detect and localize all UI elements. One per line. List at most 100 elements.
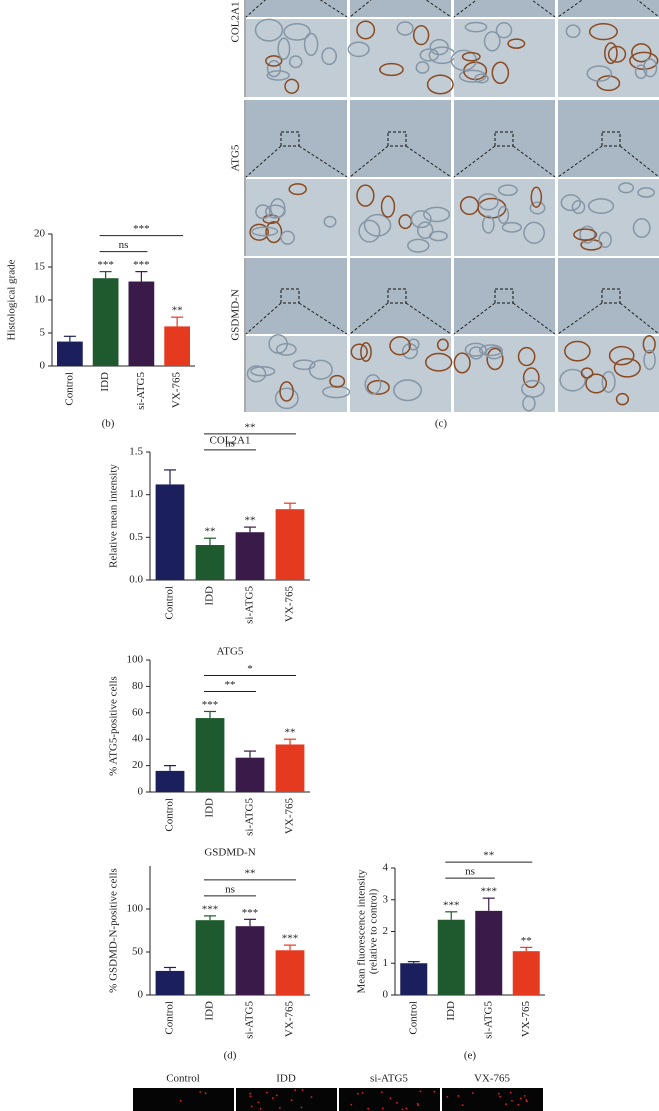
micrograph-zoom [246, 336, 347, 412]
y-axis-label: (relative to control) [368, 888, 380, 974]
cell [632, 218, 651, 238]
signal [419, 1090, 422, 1093]
signal [250, 1105, 253, 1108]
cell [571, 200, 586, 215]
row-label: COL2A1 [230, 2, 242, 43]
x-tick-label: VX-765 [284, 586, 296, 623]
signal [523, 1094, 526, 1097]
cell [426, 74, 454, 95]
cell [424, 352, 453, 372]
zoom-guide [557, 145, 603, 178]
signal [259, 1107, 262, 1110]
y-axis-label: % GSDMD-N-positive cells [108, 868, 120, 993]
signal [301, 1089, 304, 1091]
column-label: IDD [276, 1073, 296, 1085]
zoom-guide [245, 302, 282, 335]
x-tick-label: VX-765 [171, 372, 183, 409]
chart-title: COL2A1 [210, 435, 251, 447]
cell [250, 365, 276, 377]
comparison-label: ns [225, 883, 235, 895]
row-label: ATG5 [230, 144, 242, 171]
cell [389, 336, 411, 356]
signal [278, 1107, 281, 1109]
signal [249, 1092, 252, 1095]
cell [275, 343, 297, 356]
zoom-guide [298, 302, 348, 335]
signal [199, 1091, 202, 1093]
y-tick-label: 0 [40, 360, 46, 372]
significance: *** [97, 259, 114, 271]
signal [380, 1091, 383, 1094]
cell [459, 196, 480, 216]
zoom-guide [531, 0, 556, 18]
significance: ** [285, 727, 296, 739]
cell [643, 58, 658, 78]
y-tick-label: 1 [383, 957, 389, 969]
cell [485, 346, 504, 360]
comparison-label: ** [245, 867, 256, 879]
y-tick-label: 15 [34, 261, 46, 273]
cell [560, 194, 582, 212]
micrograph-zoom [454, 336, 555, 412]
signal [511, 1099, 513, 1102]
column-label: si-ATG5 [370, 1073, 408, 1085]
signal [361, 1092, 364, 1094]
panel-label: (d) [224, 1050, 237, 1062]
comparison-label: ns [225, 437, 235, 449]
zoom-guide [557, 0, 583, 18]
zoom-box [494, 131, 514, 147]
x-tick-label: VX-765 [284, 1001, 296, 1038]
zoom-guide [453, 145, 496, 178]
cell [255, 204, 271, 220]
cell [478, 344, 503, 357]
bar [275, 950, 305, 995]
chart-title: ATG5 [217, 646, 244, 658]
x-tick-label: Control [63, 372, 75, 406]
cell [461, 51, 481, 62]
y-tick-label: 0.5 [129, 531, 143, 543]
fluorescence-image [339, 1088, 440, 1111]
cell [262, 214, 280, 225]
bar [92, 278, 119, 366]
cell [429, 38, 449, 56]
cell [321, 47, 338, 66]
cell [358, 219, 381, 243]
cell [565, 24, 581, 39]
cell [507, 38, 526, 49]
comparison-label: ** [483, 850, 494, 862]
bar [195, 545, 225, 580]
cell [559, 368, 586, 392]
zoom-guide [512, 302, 556, 335]
cell [579, 225, 596, 244]
cell [396, 21, 414, 36]
cell [364, 374, 382, 395]
cell [495, 22, 513, 39]
cell [356, 184, 375, 207]
zoom-guide [512, 145, 556, 178]
cell [491, 61, 510, 85]
significance: *** [443, 899, 460, 911]
cell [618, 182, 635, 194]
micrograph-zoom [558, 179, 659, 256]
cell [419, 48, 439, 62]
significance: *** [242, 907, 259, 919]
cell [288, 55, 303, 69]
cell [265, 55, 283, 67]
cell [587, 198, 615, 215]
x-tick-label: VX-765 [284, 798, 296, 835]
cell [265, 221, 283, 244]
cell [415, 61, 430, 74]
y-tick-label: 4 [383, 862, 389, 874]
signal [405, 1107, 408, 1110]
bar [164, 326, 190, 366]
cell [604, 42, 618, 65]
micrograph-overview [246, 100, 347, 177]
cell [615, 392, 630, 406]
cell [323, 215, 337, 228]
y-tick-label: 0.0 [129, 574, 143, 586]
signal [357, 1092, 359, 1095]
y-tick-label: 0 [383, 989, 389, 1001]
significance: *** [133, 259, 150, 271]
signal [290, 1099, 293, 1102]
